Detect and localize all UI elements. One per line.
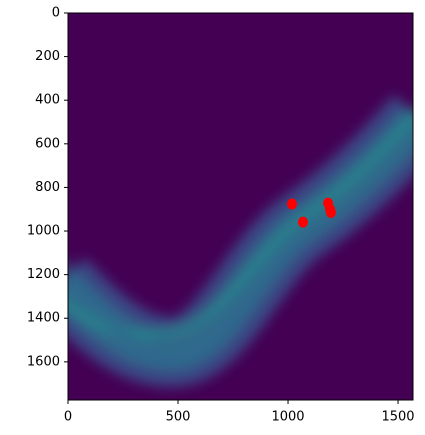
x-tick-label: 1500 (381, 410, 414, 425)
y-tick-label: 1000 (27, 224, 60, 239)
y-tick-label: 400 (35, 93, 60, 108)
heatmap-image (68, 13, 413, 400)
x-tick-label: 1000 (271, 410, 304, 425)
y-tick-label: 600 (35, 136, 60, 151)
y-tick-label: 800 (35, 180, 60, 195)
y-tick-label: 1600 (27, 354, 60, 369)
point (325, 206, 336, 218)
x-tick-label: 0 (64, 410, 72, 425)
point (286, 198, 297, 210)
y-tick-label: 1200 (27, 267, 60, 282)
y-tick-label: 200 (35, 49, 60, 64)
x-tick-label: 500 (166, 410, 191, 425)
y-tick-label: 1400 (27, 311, 60, 326)
plot-frame (67, 12, 414, 401)
point (297, 216, 308, 228)
y-tick-label: 0 (52, 6, 60, 21)
